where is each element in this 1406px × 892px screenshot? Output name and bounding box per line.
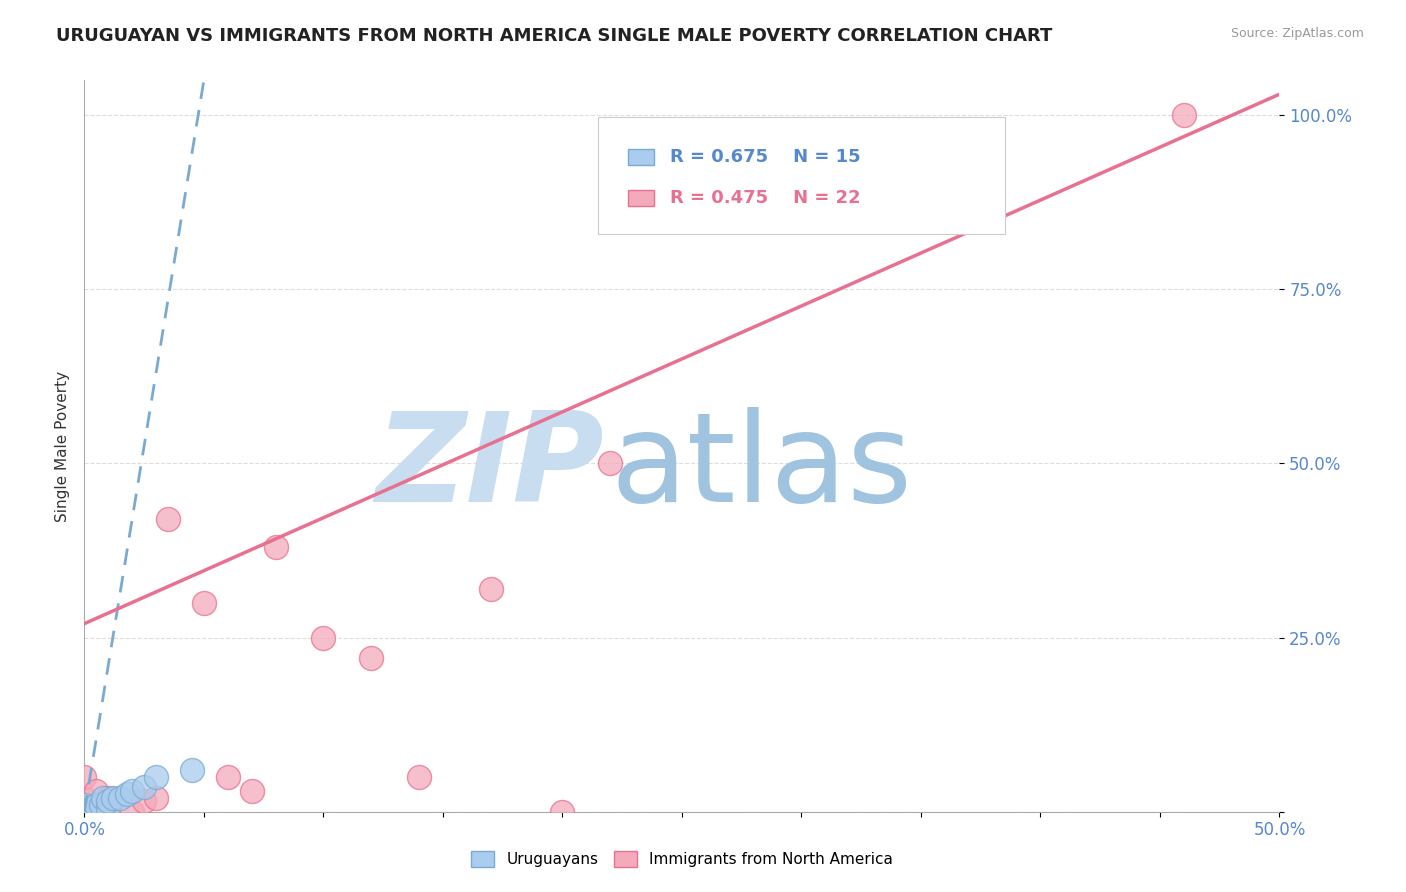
Point [101, 790, 124, 805]
Text: R = 0.675    N = 15: R = 0.675 N = 15 [671, 148, 860, 166]
Point [97, 801, 120, 815]
Point [97, 797, 120, 812]
Point [86, 797, 108, 812]
FancyBboxPatch shape [628, 149, 654, 165]
Point [121, 784, 143, 798]
Point [360, 651, 382, 665]
Point [408, 770, 430, 784]
FancyBboxPatch shape [599, 117, 1005, 234]
Text: URUGUAYAN VS IMMIGRANTS FROM NORTH AMERICA SINGLE MALE POVERTY CORRELATION CHART: URUGUAYAN VS IMMIGRANTS FROM NORTH AMERI… [56, 27, 1053, 45]
Point [599, 457, 621, 471]
Point [73, 805, 96, 819]
Text: ZIP: ZIP [375, 408, 605, 528]
Point [73, 790, 96, 805]
Point [86, 797, 108, 812]
Point [97, 790, 120, 805]
FancyBboxPatch shape [628, 190, 654, 206]
Point [90, 797, 112, 812]
Legend: Uruguayans, Immigrants from North America: Uruguayans, Immigrants from North Americ… [465, 846, 898, 873]
Y-axis label: Single Male Poverty: Single Male Poverty [55, 370, 70, 522]
Text: R = 0.475    N = 22: R = 0.475 N = 22 [671, 189, 860, 207]
Point [193, 596, 215, 610]
Point [110, 790, 132, 805]
Point [479, 582, 502, 596]
Text: Source: ZipAtlas.com: Source: ZipAtlas.com [1230, 27, 1364, 40]
Point [551, 805, 574, 819]
Point [145, 790, 167, 805]
Point [73, 797, 96, 812]
Point [93, 790, 115, 805]
Point [73, 805, 96, 819]
Point [117, 787, 139, 801]
Point [145, 770, 167, 784]
Point [86, 784, 108, 798]
Point [157, 512, 180, 526]
Point [121, 805, 143, 819]
Point [132, 794, 156, 808]
Point [132, 780, 156, 795]
Point [80, 801, 103, 815]
Point [181, 763, 204, 777]
Point [240, 784, 263, 798]
Point [1173, 108, 1195, 122]
Point [217, 770, 239, 784]
Point [312, 631, 335, 645]
Point [97, 794, 120, 808]
Point [264, 540, 287, 554]
Text: atlas: atlas [610, 408, 912, 528]
Point [73, 770, 96, 784]
